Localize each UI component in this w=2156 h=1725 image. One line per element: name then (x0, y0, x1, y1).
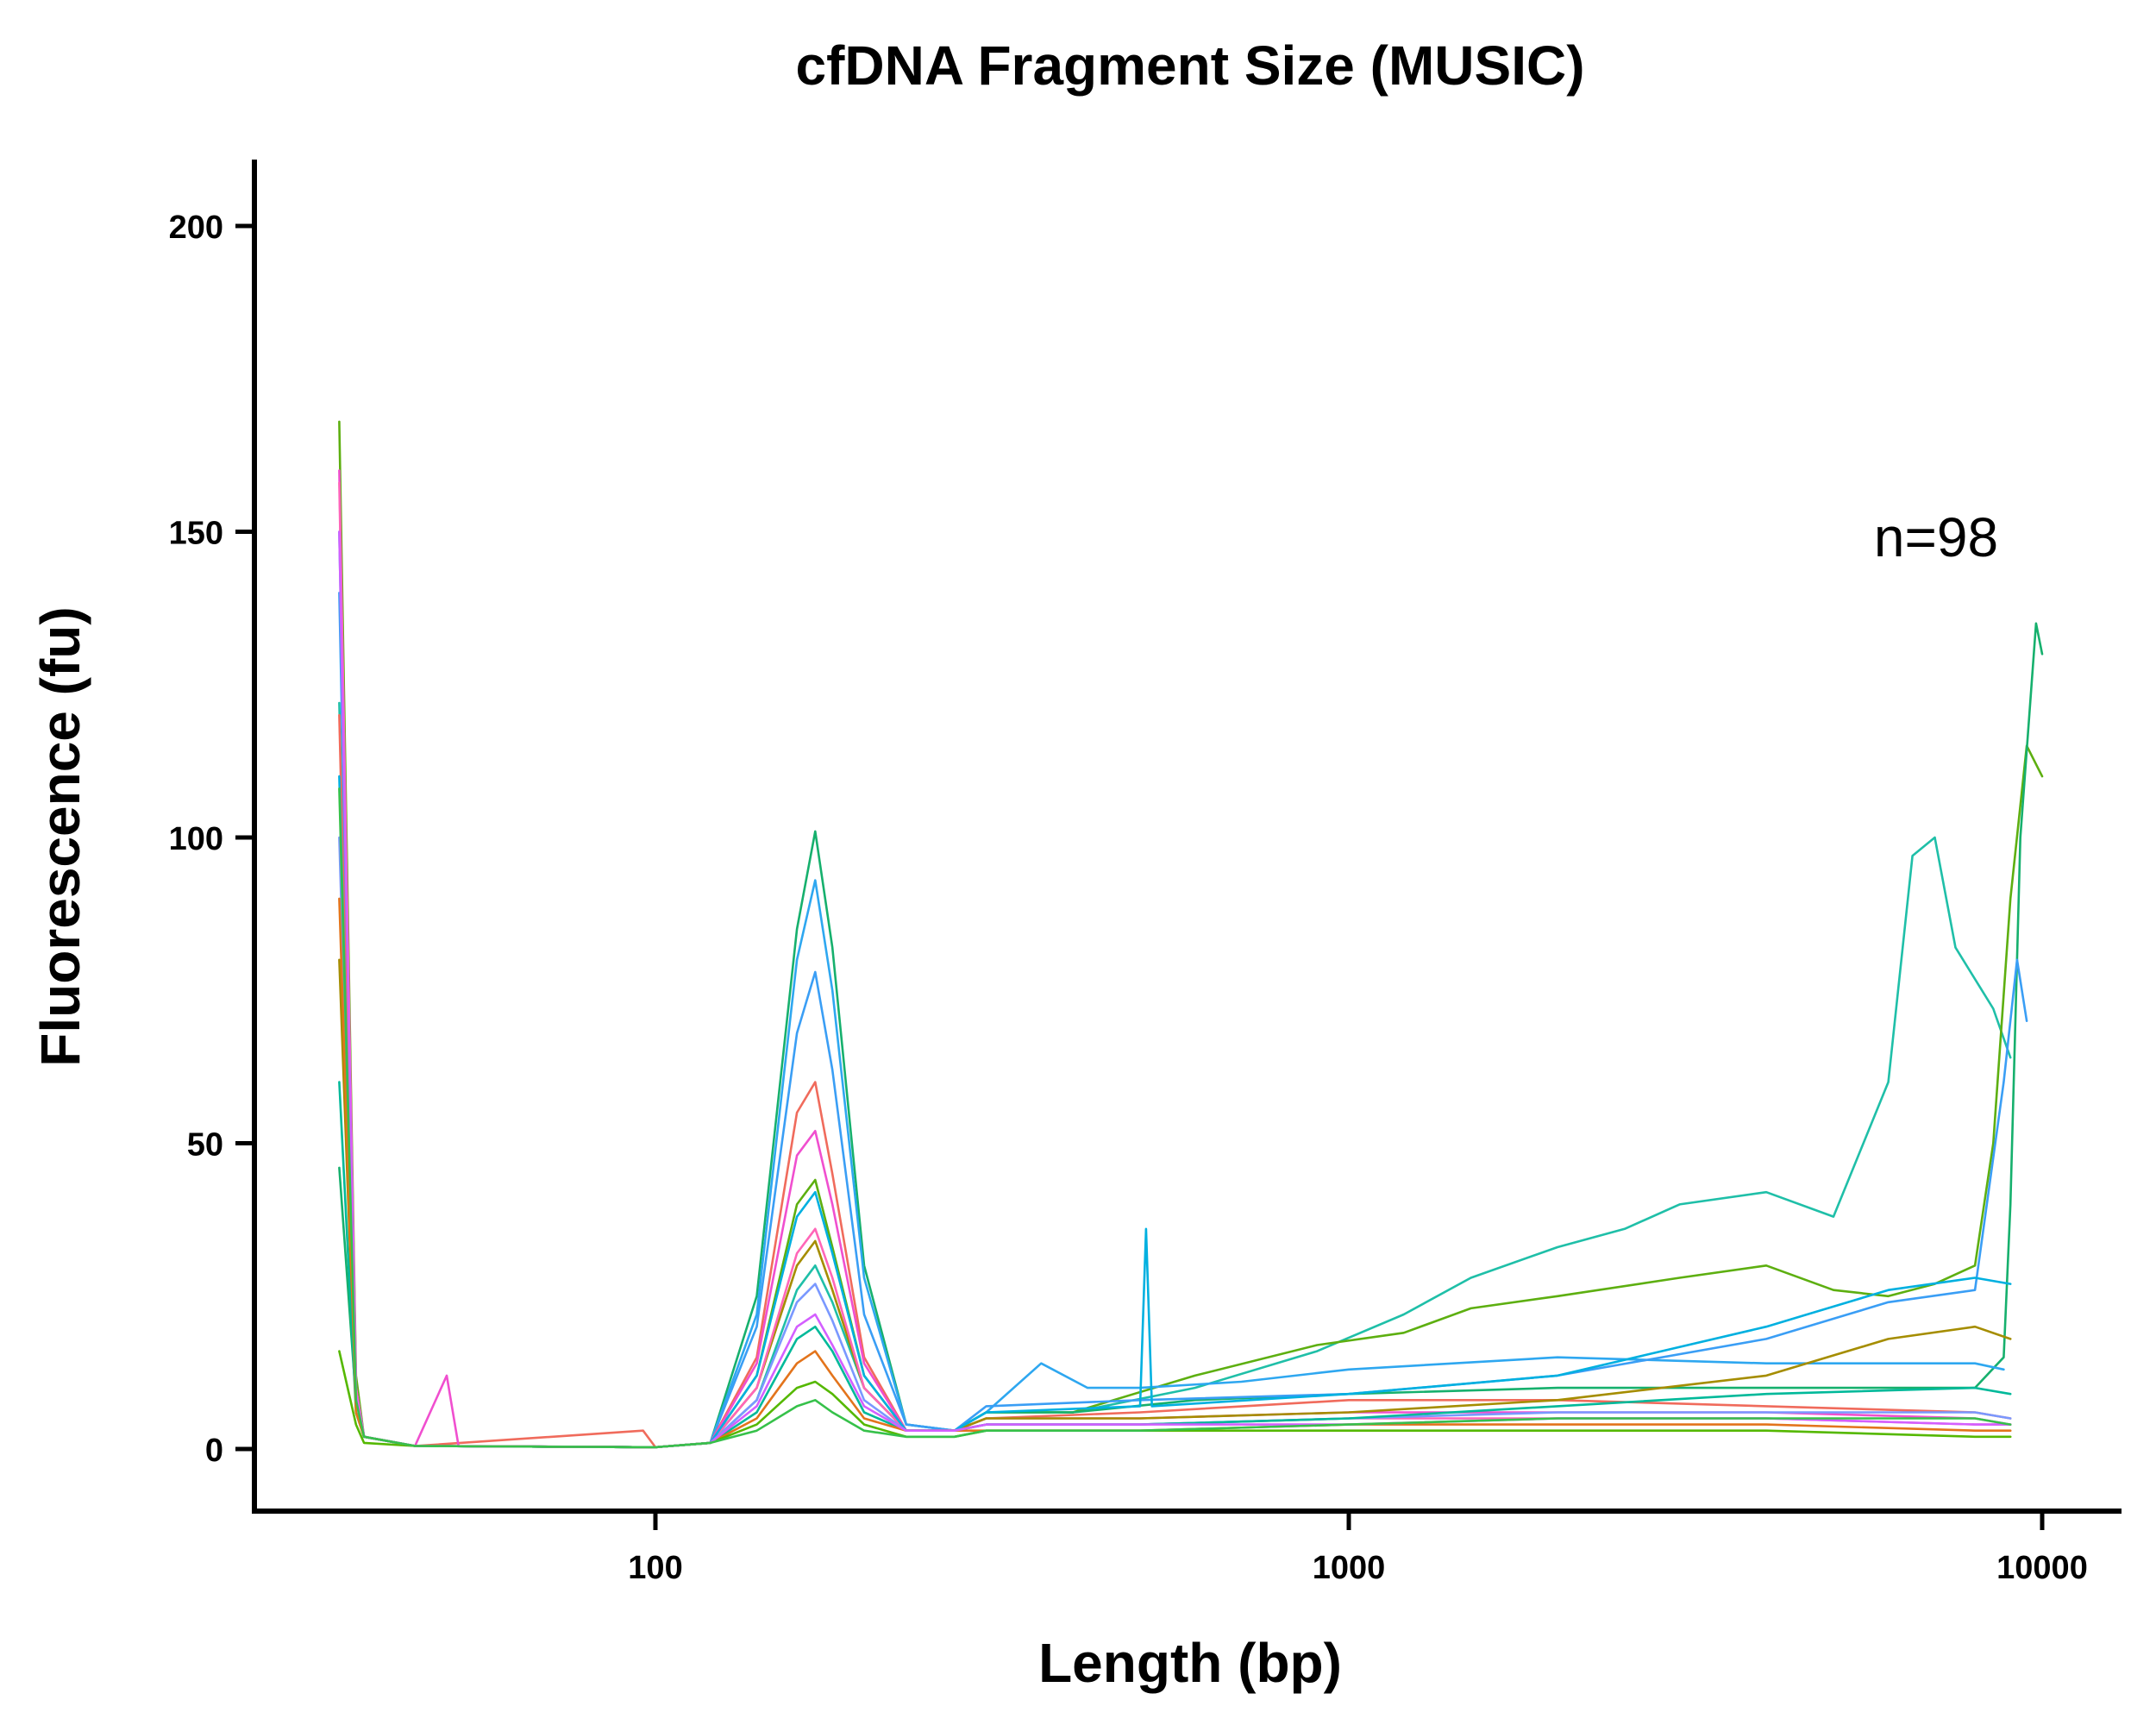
y-axis-label: Fluorescence (fu) (29, 606, 91, 1066)
x-tick-label: 100 (628, 1550, 682, 1586)
series-line-2 (338, 420, 2044, 1449)
y-tick-label: 100 (169, 821, 223, 857)
plot-series (338, 420, 2044, 1449)
series-line-7 (338, 469, 2012, 1449)
series-line-16 (338, 787, 2012, 1449)
y-tick-label: 50 (187, 1127, 223, 1164)
series-line-1 (338, 701, 2012, 1449)
series-line-15 (338, 530, 2012, 1449)
y-ticks: 0 50 100 150 200 (169, 210, 254, 1469)
series-line-4 (338, 530, 2005, 1449)
series-line-10 (338, 775, 2012, 1449)
y-tick-label: 150 (169, 516, 223, 552)
y-tick-label: 0 (205, 1433, 223, 1469)
sample-count-annotation: n=98 (1874, 506, 1998, 568)
x-ticks: 100 1000 10000 (628, 1511, 2088, 1586)
chart-title: cfDNA Fragment Size (MUSIC) (795, 34, 1584, 97)
x-axis-label: Length (bp) (1038, 1632, 1342, 1694)
series-line-9 (338, 481, 2012, 1449)
x-tick-label: 10000 (1996, 1550, 2088, 1586)
series-line-6 (338, 713, 2012, 1449)
series-line-8 (338, 958, 2012, 1449)
series-line-5 (338, 592, 2028, 1449)
series-line-3 (338, 622, 2044, 1449)
series-line-13 (338, 897, 2012, 1449)
x-tick-label: 1000 (1313, 1550, 1386, 1586)
y-tick-label: 200 (169, 210, 223, 246)
series-line-11 (338, 836, 2012, 1449)
